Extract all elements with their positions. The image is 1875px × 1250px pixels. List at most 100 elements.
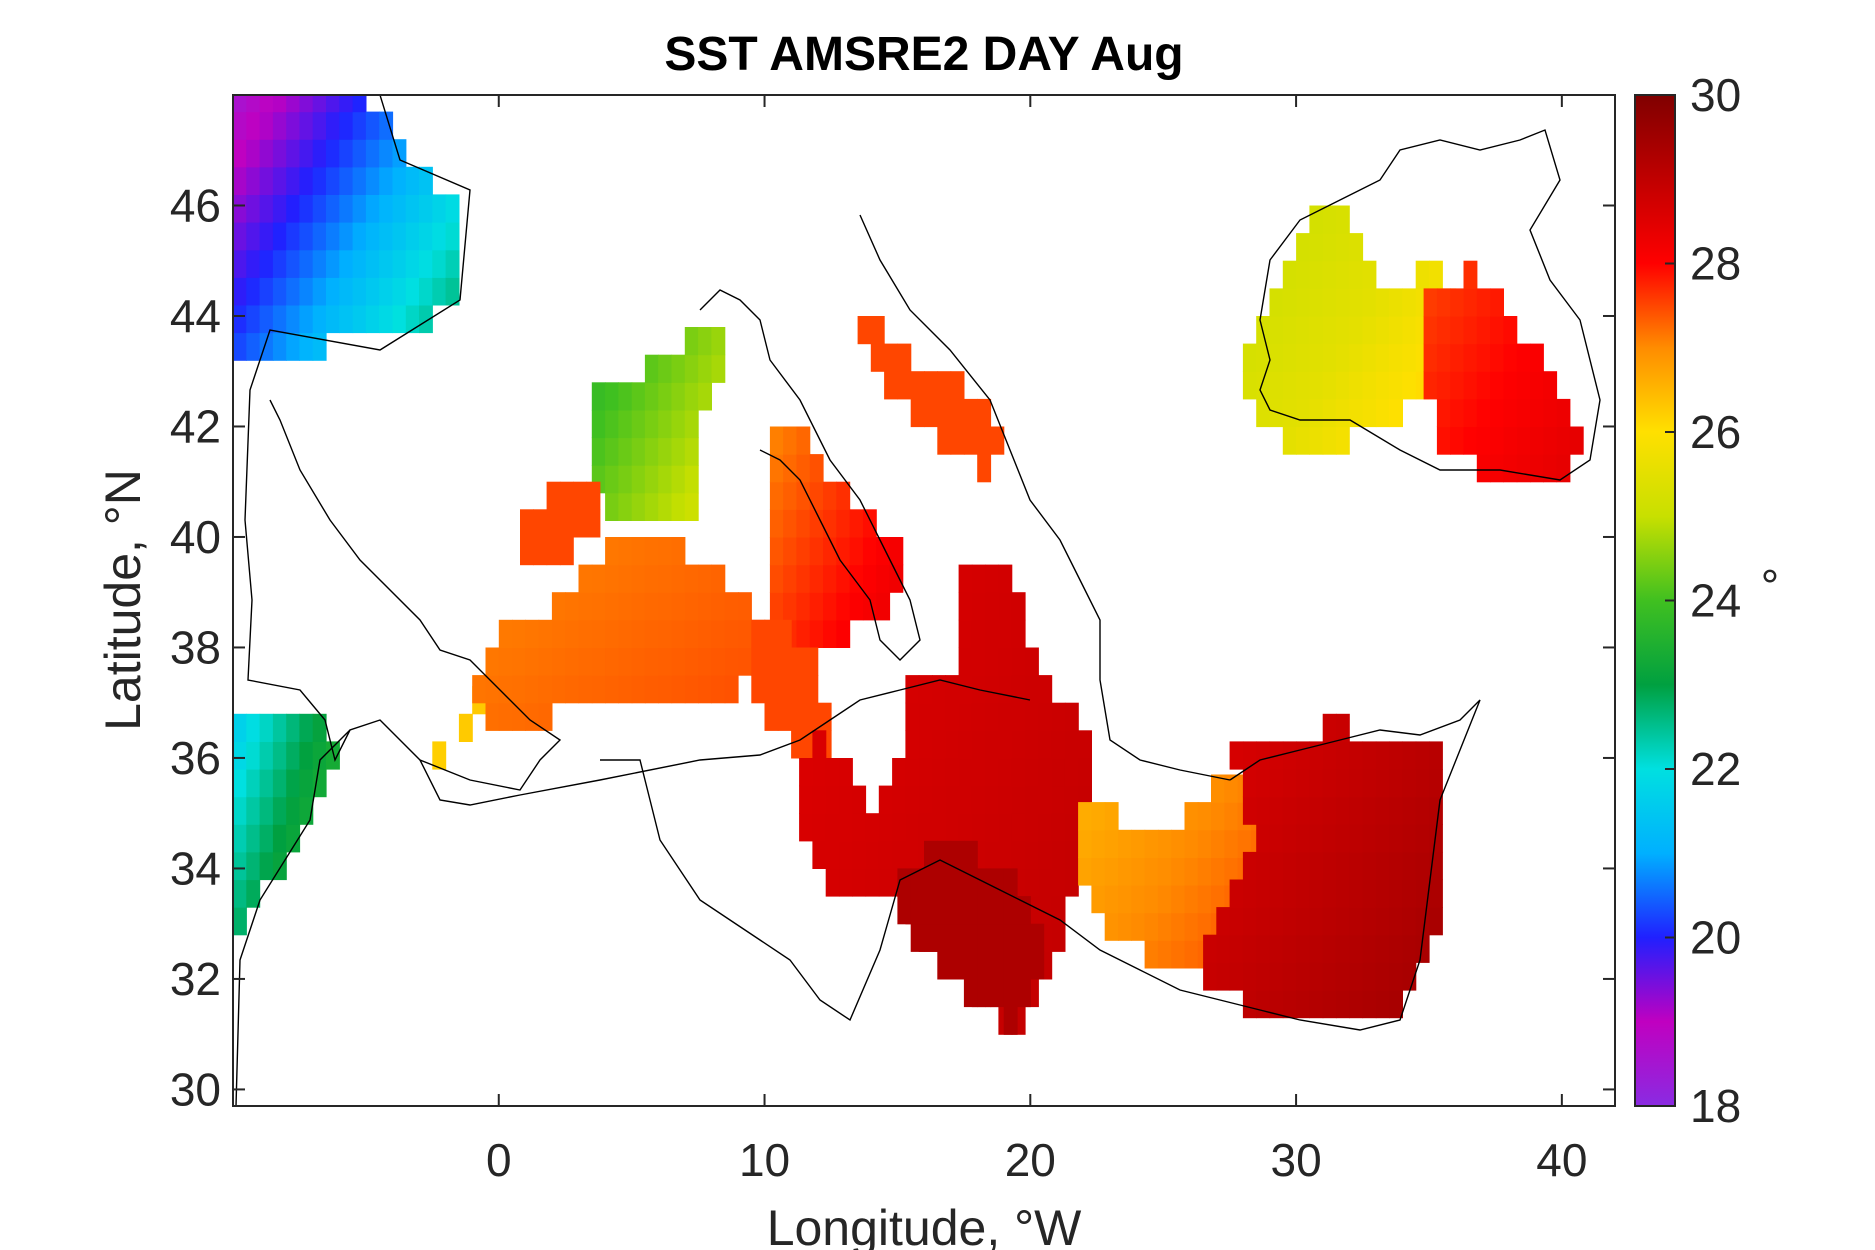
sst-cell — [591, 564, 606, 593]
sst-cell — [326, 277, 340, 306]
sst-cell — [559, 481, 574, 510]
sst-cell — [985, 730, 999, 759]
sst-cell — [963, 868, 978, 897]
sst-cell — [405, 277, 420, 306]
sst-cell — [1003, 923, 1018, 952]
sst-cell — [644, 409, 659, 439]
sst-cell — [1242, 741, 1257, 770]
sst-cell — [918, 813, 933, 842]
sst-cell — [836, 537, 851, 566]
sst-cell — [339, 166, 354, 195]
sst-cell — [1503, 398, 1518, 428]
sst-cell — [299, 304, 314, 334]
sst-cell — [1296, 934, 1310, 963]
sst-cell — [326, 304, 340, 334]
sst-cell — [246, 222, 261, 251]
sst-cell — [1017, 978, 1031, 1008]
sst-cell — [1242, 851, 1257, 881]
sst-cell — [1256, 796, 1271, 825]
sst-cell — [1375, 934, 1390, 963]
y-tick-label: 32 — [170, 953, 221, 1005]
sst-cell — [299, 111, 314, 140]
sst-cell — [839, 813, 853, 842]
sst-cell — [777, 647, 792, 676]
y-tick-label: 38 — [170, 621, 221, 673]
sst-cell — [533, 509, 548, 538]
sst-cell — [326, 139, 340, 168]
sst-cell — [631, 492, 646, 521]
sst-cell — [259, 741, 274, 770]
sst-cell — [684, 437, 699, 466]
sst-cell — [1104, 885, 1119, 914]
sst-cell — [419, 194, 433, 223]
sst-cell — [1362, 962, 1377, 991]
sst-cell — [233, 879, 247, 908]
sst-cell — [286, 713, 301, 742]
sst-cell — [1269, 934, 1284, 963]
sst-cell — [985, 592, 999, 621]
sst-cell — [1335, 962, 1350, 991]
sst-cell — [796, 509, 811, 538]
sst-cell — [565, 675, 580, 704]
sst-cell — [809, 619, 824, 648]
sst-cell — [352, 222, 367, 251]
sst-cell — [299, 713, 314, 742]
sst-cell — [326, 249, 340, 278]
sst-cell — [958, 619, 973, 648]
sst-cell — [711, 327, 726, 356]
sst-cell — [1025, 702, 1039, 731]
sst-cell — [525, 619, 540, 648]
sst-cell — [644, 592, 659, 621]
sst-cell — [892, 785, 906, 814]
sst-cell — [1349, 851, 1364, 881]
sst-cell — [1349, 316, 1364, 345]
sst-cell — [233, 249, 247, 278]
sst-cell — [605, 437, 619, 466]
sst-cell — [631, 409, 646, 439]
sst-cell — [711, 675, 726, 704]
sst-cell — [958, 592, 973, 621]
sst-cell — [272, 332, 287, 361]
sst-cell — [233, 194, 247, 223]
sst-cell — [1144, 885, 1159, 914]
sst-cell — [1025, 840, 1039, 869]
sst-cell — [591, 647, 606, 676]
sst-cell — [1322, 907, 1337, 936]
sst-cell — [671, 537, 686, 566]
sst-cell — [738, 592, 752, 621]
sst-cell — [272, 277, 287, 306]
sst-cell — [1436, 343, 1451, 372]
sst-cell — [392, 304, 407, 334]
sst-cell — [1375, 796, 1390, 825]
sst-cell — [1242, 371, 1257, 400]
sst-cell — [1051, 730, 1066, 759]
sst-cell — [839, 758, 853, 787]
sst-cell — [791, 647, 805, 676]
sst-cell — [538, 675, 553, 704]
sst-cell — [1171, 940, 1186, 969]
sst-cell — [392, 194, 407, 223]
sst-cell — [1282, 907, 1297, 936]
sst-cell — [299, 332, 314, 361]
sst-cell — [1269, 769, 1284, 798]
sst-cell — [1011, 702, 1026, 731]
sst-cell — [618, 564, 633, 593]
sst-cell — [998, 592, 1013, 621]
sst-cell — [1011, 675, 1026, 704]
colorbar-tick-label: 20 — [1690, 912, 1741, 964]
sst-cell — [1051, 896, 1066, 925]
sst-cell — [1309, 879, 1324, 908]
sst-cell — [1463, 371, 1478, 400]
sst-cell — [520, 537, 534, 566]
sst-cell — [796, 481, 811, 510]
sst-cell — [339, 249, 354, 278]
sst-cell — [286, 277, 301, 306]
sst-cell — [777, 702, 792, 731]
sst-cell — [631, 592, 646, 621]
sst-cell — [299, 139, 314, 168]
sst-cell — [533, 537, 548, 566]
sst-cell — [764, 619, 779, 648]
sst-cell — [1463, 426, 1478, 455]
sst-cell — [1256, 934, 1271, 963]
sst-cell — [1171, 912, 1186, 941]
